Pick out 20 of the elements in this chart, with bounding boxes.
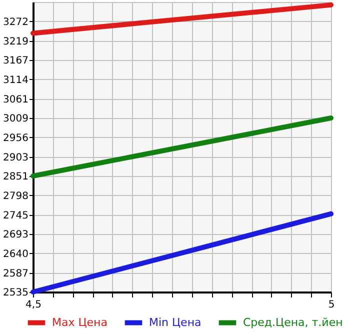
- legend-label: Сред.Цена, т.йен: [243, 316, 343, 329]
- y-tick-label: 2745: [3, 210, 28, 222]
- y-tick-label: 3061: [3, 94, 28, 106]
- y-tick-label: 2851: [3, 172, 28, 182]
- y-tick-label: 3219: [3, 36, 28, 48]
- y-tick-label: 2903: [3, 152, 28, 164]
- x-tick-label: 5: [328, 300, 335, 310]
- y-tick-label: 2587: [3, 268, 28, 280]
- y-tick-label: 2798: [3, 190, 28, 202]
- x-tick-label: 4,5: [26, 300, 42, 310]
- y-tick-label: 3114: [3, 74, 28, 86]
- y-tick-label: 2693: [3, 230, 28, 240]
- y-tick-label: 3167: [3, 56, 28, 66]
- legend-label: Min Цена: [149, 316, 202, 329]
- y-tick-label: 3272: [3, 16, 28, 28]
- y-tick-label: 2535: [3, 288, 28, 298]
- y-tick-label: 2956: [3, 132, 28, 144]
- y-tick-label: 3009: [3, 114, 28, 124]
- y-tick-label: 2640: [3, 248, 28, 260]
- legend-label: Max Цена: [52, 316, 108, 329]
